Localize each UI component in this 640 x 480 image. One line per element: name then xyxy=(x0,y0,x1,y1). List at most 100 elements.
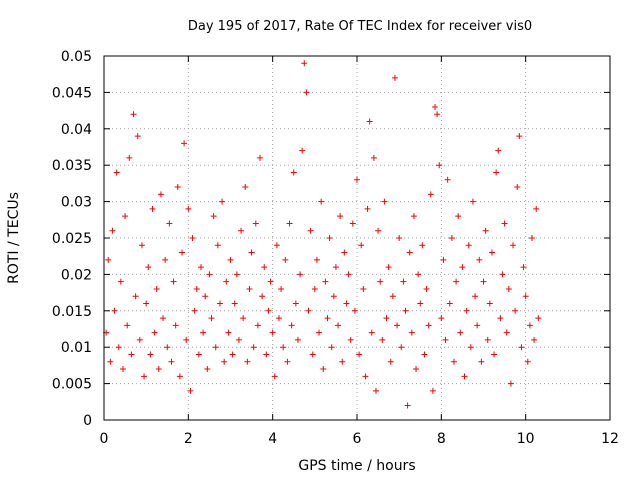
data-point xyxy=(429,387,436,394)
data-point xyxy=(364,205,371,212)
data-point xyxy=(351,307,358,314)
data-point xyxy=(187,387,194,394)
data-point xyxy=(402,307,409,314)
y-tick-label: 0.005 xyxy=(52,377,92,393)
data-point xyxy=(204,366,211,373)
data-point xyxy=(278,285,285,292)
data-point xyxy=(307,227,314,234)
data-point xyxy=(507,380,514,387)
data-point xyxy=(297,271,304,278)
data-point xyxy=(493,169,500,176)
data-point xyxy=(533,205,540,212)
data-point xyxy=(524,358,531,365)
data-point xyxy=(375,227,382,234)
data-point xyxy=(444,176,451,183)
data-point xyxy=(134,133,141,140)
data-points xyxy=(103,60,542,409)
data-point xyxy=(421,351,428,358)
data-point xyxy=(488,249,495,256)
data-point xyxy=(132,293,139,300)
data-point xyxy=(322,278,329,285)
data-point xyxy=(288,322,295,329)
data-point xyxy=(516,133,523,140)
data-point xyxy=(105,256,112,263)
data-point xyxy=(197,264,204,271)
data-point xyxy=(269,329,276,336)
data-point xyxy=(170,278,177,285)
data-point xyxy=(166,220,173,227)
data-point xyxy=(111,307,118,314)
data-point xyxy=(366,118,373,125)
y-axis-label: ROTI / TECUs xyxy=(6,192,22,284)
data-point xyxy=(284,358,291,365)
data-point xyxy=(141,373,148,380)
data-point xyxy=(457,329,464,336)
data-point xyxy=(440,256,447,263)
data-point xyxy=(210,213,217,220)
data-point xyxy=(128,351,135,358)
x-tick-label: 8 xyxy=(437,431,446,447)
y-tick-label: 0.02 xyxy=(61,267,92,283)
data-point xyxy=(526,322,533,329)
data-point xyxy=(263,351,270,358)
data-point xyxy=(147,351,154,358)
data-point xyxy=(520,264,527,271)
data-point xyxy=(119,366,126,373)
data-point xyxy=(372,387,379,394)
data-point xyxy=(299,147,306,154)
data-point xyxy=(413,366,420,373)
data-point xyxy=(138,242,145,249)
data-point xyxy=(362,373,369,380)
data-point xyxy=(227,256,234,263)
x-tick-labels: 0 2 4 6 8 10 12 xyxy=(100,431,619,447)
y-tick-label: 0.04 xyxy=(61,122,92,138)
data-point xyxy=(438,315,445,322)
data-point xyxy=(476,256,483,263)
data-point xyxy=(510,242,517,249)
data-point xyxy=(214,242,221,249)
data-point xyxy=(286,220,293,227)
data-point xyxy=(109,227,116,234)
data-point xyxy=(427,191,434,198)
x-tick-label: 12 xyxy=(601,431,619,447)
data-point xyxy=(499,271,506,278)
data-point xyxy=(328,344,335,351)
data-point xyxy=(341,249,348,256)
data-point xyxy=(512,307,519,314)
data-point xyxy=(480,278,487,285)
data-point xyxy=(318,198,325,205)
data-point xyxy=(406,249,413,256)
data-point xyxy=(320,366,327,373)
data-point xyxy=(174,184,181,191)
data-point xyxy=(265,307,272,314)
data-point xyxy=(107,358,114,365)
data-point xyxy=(495,147,502,154)
data-point xyxy=(282,256,289,263)
data-point xyxy=(303,89,310,96)
data-point xyxy=(168,358,175,365)
data-point xyxy=(531,336,538,343)
data-point xyxy=(453,278,460,285)
x-tick-label: 4 xyxy=(268,431,277,447)
data-point xyxy=(398,344,405,351)
y-tick-label: 0.01 xyxy=(61,340,92,356)
data-point xyxy=(370,154,377,161)
data-point xyxy=(122,213,129,220)
x-tick-label: 2 xyxy=(184,431,193,447)
data-point xyxy=(155,366,162,373)
data-point xyxy=(240,315,247,322)
data-point xyxy=(324,315,331,322)
data-point xyxy=(394,322,401,329)
data-point xyxy=(248,249,255,256)
data-point xyxy=(183,336,190,343)
data-point xyxy=(250,344,257,351)
data-point xyxy=(448,235,455,241)
data-point xyxy=(417,300,424,307)
data-point xyxy=(117,278,124,285)
data-point xyxy=(280,344,287,351)
data-point xyxy=(181,140,188,147)
data-point xyxy=(145,264,152,271)
data-point xyxy=(360,285,367,292)
data-point xyxy=(294,336,301,343)
data-point xyxy=(528,235,535,241)
